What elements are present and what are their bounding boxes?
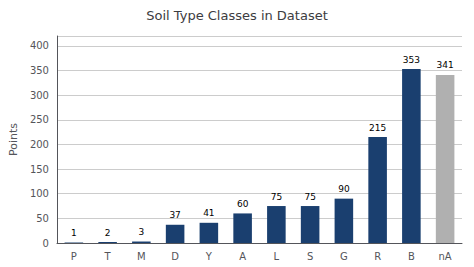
svg-text:T: T [104,251,112,262]
svg-text:0: 0 [43,238,49,249]
svg-text:S: S [307,251,313,262]
svg-text:50: 50 [36,213,49,224]
svg-text:37: 37 [169,210,180,220]
svg-text:Points: Points [7,123,20,156]
svg-text:Soil Type Classes in Dataset: Soil Type Classes in Dataset [146,8,328,23]
svg-text:D: D [171,251,179,262]
svg-text:300: 300 [30,90,49,101]
svg-text:2: 2 [105,228,111,238]
svg-text:A: A [239,251,246,262]
svg-text:341: 341 [437,60,454,70]
svg-text:350: 350 [30,65,49,76]
svg-text:R: R [374,251,381,262]
svg-text:nA: nA [439,251,452,262]
svg-text:400: 400 [30,40,49,51]
svg-text:B: B [408,251,415,262]
svg-text:1: 1 [71,228,77,238]
svg-text:G: G [340,251,348,262]
svg-text:75: 75 [271,192,282,202]
svg-text:200: 200 [30,139,49,150]
svg-text:215: 215 [369,123,386,133]
svg-text:75: 75 [304,192,315,202]
svg-text:250: 250 [30,114,49,125]
svg-text:L: L [274,251,280,262]
svg-text:100: 100 [30,188,49,199]
svg-text:353: 353 [403,55,420,65]
svg-text:150: 150 [30,164,49,175]
svg-text:90: 90 [338,184,350,194]
svg-text:P: P [71,251,77,262]
svg-text:M: M [137,251,146,262]
svg-text:Y: Y [205,251,213,262]
svg-text:3: 3 [138,227,144,237]
svg-text:41: 41 [203,208,214,218]
svg-text:60: 60 [237,199,249,209]
